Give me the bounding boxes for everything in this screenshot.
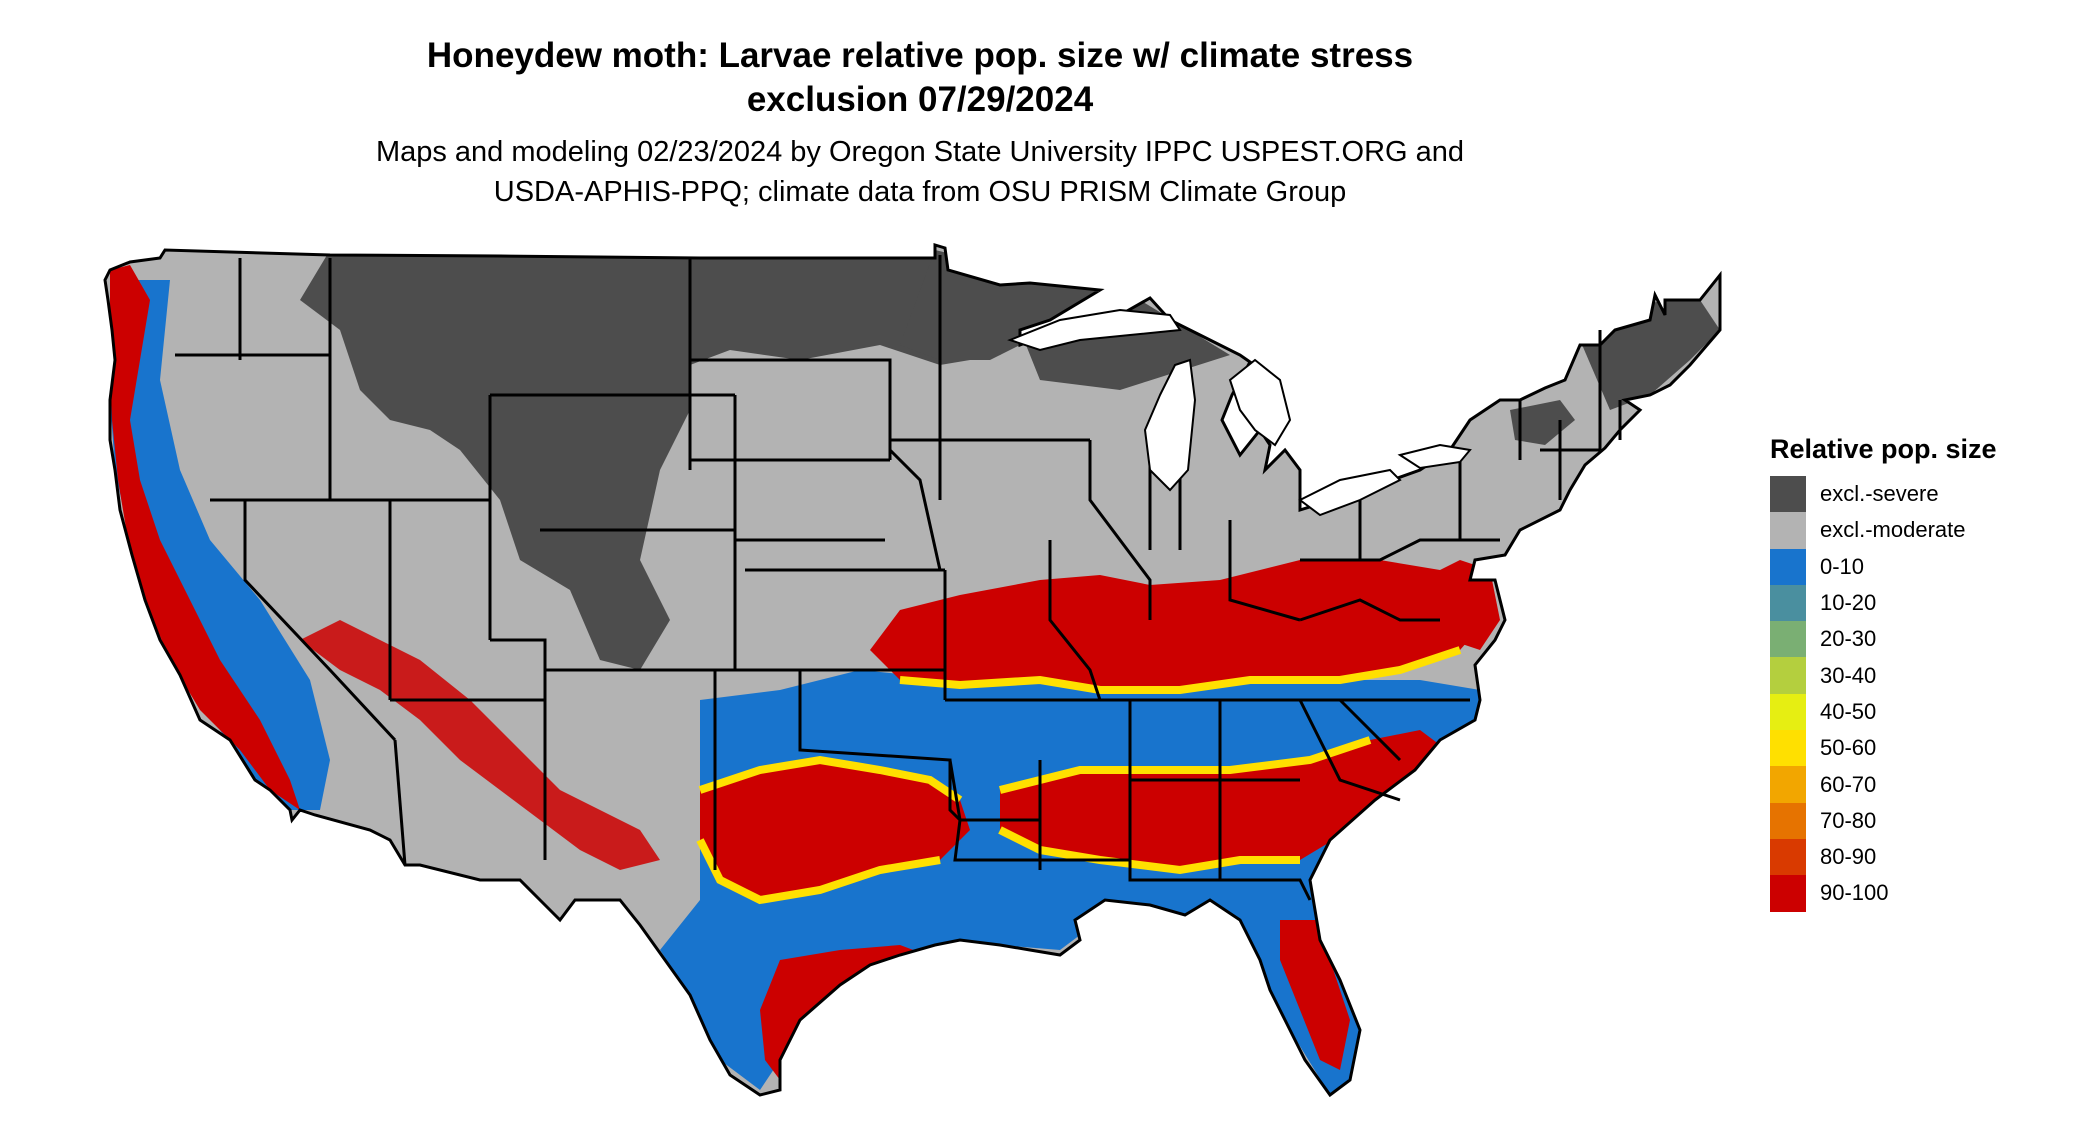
legend-swatch (1770, 584, 1806, 622)
lake-huron (1228, 358, 1292, 447)
region-excl-severe-north (300, 250, 1080, 670)
legend-swatch (1770, 548, 1806, 585)
legend-items: excl.-severe excl.-moderate 0-10 10-20 20-30… (1770, 476, 1997, 912)
map-title: Honeydew moth: Larvae relative pop. size… (0, 34, 1840, 122)
legend-label: 50-60 (1820, 735, 1877, 761)
region-high-florida (1280, 920, 1350, 1070)
legend-swatch (1770, 730, 1806, 767)
legend-item: 50-60 (1770, 730, 1997, 767)
legend-swatch (1770, 621, 1806, 658)
lake-ontario (1397, 443, 1472, 470)
legend-swatch (1770, 802, 1806, 839)
legend-swatch (1770, 875, 1806, 912)
legend-label: 10-20 (1820, 590, 1877, 616)
legend-item: excl.-severe (1770, 476, 1997, 513)
map-subtitle: Maps and modeling 02/23/2024 by Oregon S… (0, 132, 1840, 212)
title-line-1: Honeydew moth: Larvae relative pop. size… (426, 36, 1414, 75)
region-mid-fringes (696, 646, 1462, 905)
region-high-gulf-band (1000, 730, 1460, 870)
legend-label: 60-70 (1820, 771, 1877, 797)
region-excl-severe-ny (1510, 400, 1575, 445)
lake-erie (1298, 468, 1402, 517)
state-borders (103, 243, 1722, 1097)
legend-swatch (1770, 838, 1806, 876)
region-high-ohio-valley (870, 560, 1495, 690)
legend-item: 70-80 (1770, 802, 1997, 839)
legend-title: Relative pop. size (1770, 434, 1997, 464)
lake-michigan (1143, 358, 1197, 492)
legend-item: 40-50 (1770, 693, 1997, 731)
legend-label: 90-100 (1820, 880, 1889, 906)
legend-swatch (1770, 476, 1806, 513)
legend-item: 30-40 (1770, 657, 1997, 694)
legend-item: excl.-moderate (1770, 512, 1997, 549)
legend-label: excl.-severe (1820, 481, 1939, 507)
legend: Relative pop. size excl.-severe excl.-mod… (1770, 432, 1997, 912)
title-line-2: exclusion 07/29/2024 (746, 80, 1094, 119)
region-high-pacific-coast (110, 265, 300, 810)
legend-label: 40-50 (1820, 698, 1877, 724)
legend-item: 80-90 (1770, 838, 1997, 876)
subtitle-line-2: USDA-APHIS-PPQ; climate data from OSU PR… (493, 176, 1347, 208)
legend-swatch (1770, 512, 1806, 549)
legend-label: 20-30 (1820, 626, 1877, 652)
legend-label: 30-40 (1820, 662, 1877, 688)
legend-label: excl.-moderate (1820, 517, 1966, 543)
legend-item: 20-30 (1770, 621, 1997, 658)
region-high-texas-coast (760, 945, 940, 1080)
legend-swatch (1770, 657, 1806, 694)
legend-swatch (1770, 693, 1806, 731)
region-low-west-coast (110, 280, 330, 810)
lake-superior (1007, 308, 1182, 352)
legend-item: 60-70 (1770, 766, 1997, 803)
legend-label: 80-90 (1820, 844, 1877, 870)
subtitle-line-1: Maps and modeling 02/23/2024 by Oregon S… (375, 136, 1465, 168)
legend-item: 10-20 (1770, 584, 1997, 622)
legend-label: 70-80 (1820, 807, 1877, 833)
great-lakes (1007, 308, 1472, 517)
legend-item: 0-10 (1770, 548, 1997, 585)
legend-item: 90-100 (1770, 875, 1997, 912)
region-high-mid-atlantic (1420, 560, 1500, 650)
legend-swatch (1770, 766, 1806, 803)
legend-label: 0-10 (1820, 553, 1865, 579)
